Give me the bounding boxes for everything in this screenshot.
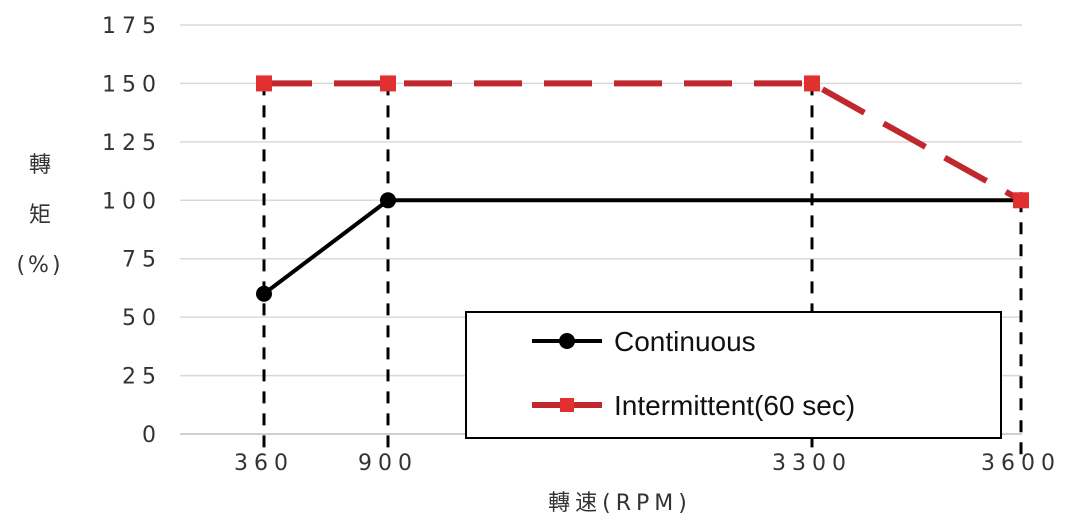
- x-tick-labels: 360 900 3300 3600: [234, 451, 1061, 476]
- x-tick-label-3600: 3600: [981, 451, 1061, 476]
- x-tick-label-3300: 3300: [772, 451, 852, 476]
- legend-box: [465, 311, 1002, 439]
- y-tick-label-175: 175: [102, 14, 162, 39]
- x-tick-label-900: 900: [358, 451, 418, 476]
- y-tick-label-25: 25: [122, 365, 162, 390]
- legend-continuous-marker: [559, 333, 575, 349]
- point-intermittent-60-sec-3300: [804, 75, 820, 92]
- legend: Continuous Intermittent(60 sec): [465, 311, 1002, 439]
- y-axis-title-line-2: 矩: [29, 203, 51, 228]
- series-line-intermittent-60-sec: [264, 80, 1023, 203]
- y-tick-labels: 0 25 50 75 100 125 150 175: [102, 14, 162, 448]
- y-tick-label-150: 150: [102, 72, 162, 97]
- legend-intermittent-label: Intermittent(60 sec): [614, 390, 855, 421]
- point-intermittent-60-sec-3600: [1013, 192, 1029, 209]
- legend-continuous-label: Continuous: [614, 326, 756, 357]
- x-tick-label-360: 360: [234, 451, 294, 476]
- gridlines: [180, 24, 1022, 377]
- y-tick-label-0: 0: [142, 423, 162, 448]
- y-axis-title-line-1: 轉: [29, 153, 51, 178]
- y-axis-title-line-3: (%): [16, 253, 63, 278]
- x-axis-title: 轉速(RPM): [548, 491, 692, 516]
- y-tick-label-75: 75: [122, 248, 162, 273]
- series-layer: [256, 75, 1029, 302]
- series-line-continuous: [262, 198, 1021, 296]
- point-continuous-900: [380, 192, 396, 209]
- point-intermittent-60-sec-360: [256, 75, 272, 92]
- point-intermittent-60-sec-900: [380, 75, 396, 92]
- y-tick-label-125: 125: [102, 131, 162, 156]
- y-tick-label-100: 100: [102, 189, 162, 214]
- y-tick-label-50: 50: [122, 306, 162, 331]
- legend-intermittent-marker: [560, 398, 574, 412]
- point-continuous-360: [256, 285, 272, 302]
